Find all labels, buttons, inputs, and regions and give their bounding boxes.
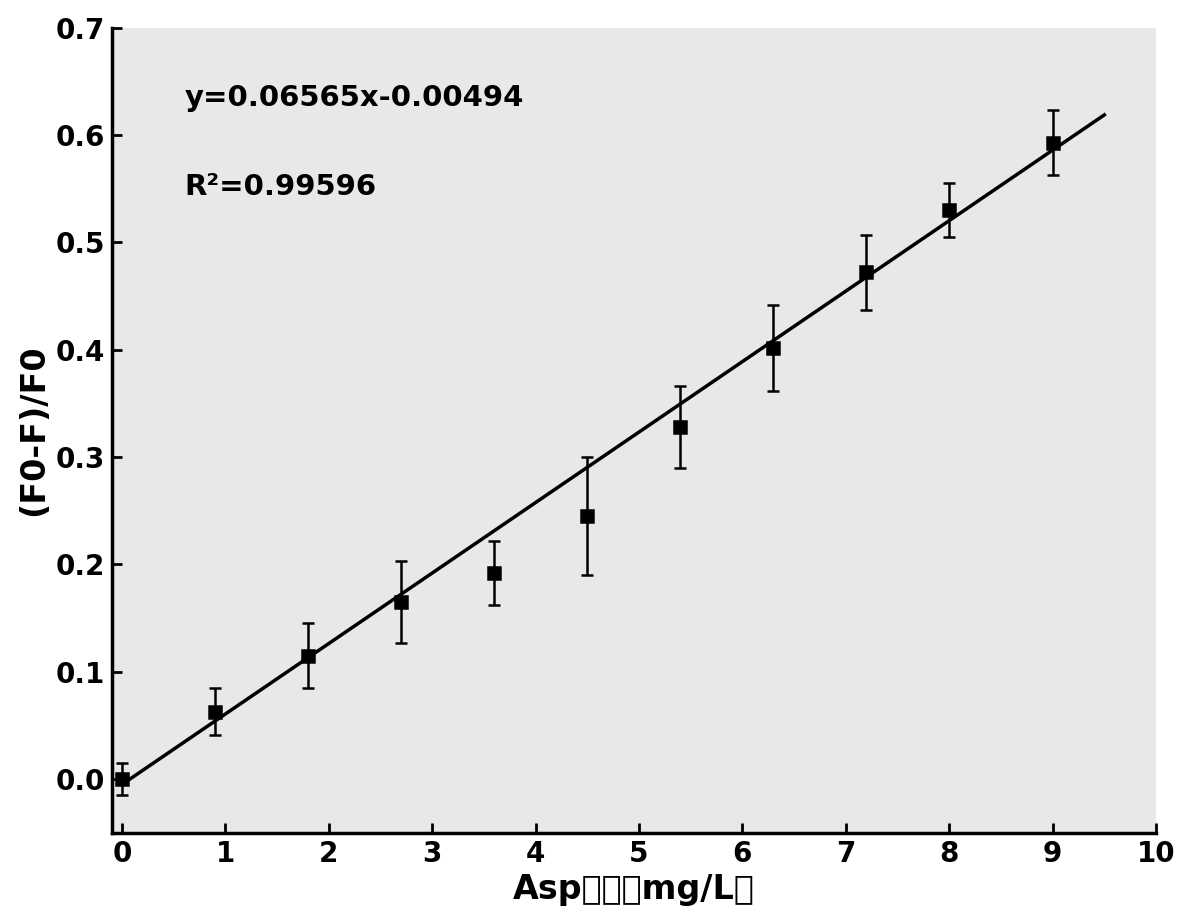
Text: R²=0.99596: R²=0.99596	[185, 173, 377, 200]
Text: y=0.06565x-0.00494: y=0.06565x-0.00494	[185, 84, 524, 112]
X-axis label: Asp浓度（mg/L）: Asp浓度（mg/L）	[513, 873, 755, 906]
Y-axis label: (F0-F)/F0: (F0-F)/F0	[17, 344, 50, 516]
